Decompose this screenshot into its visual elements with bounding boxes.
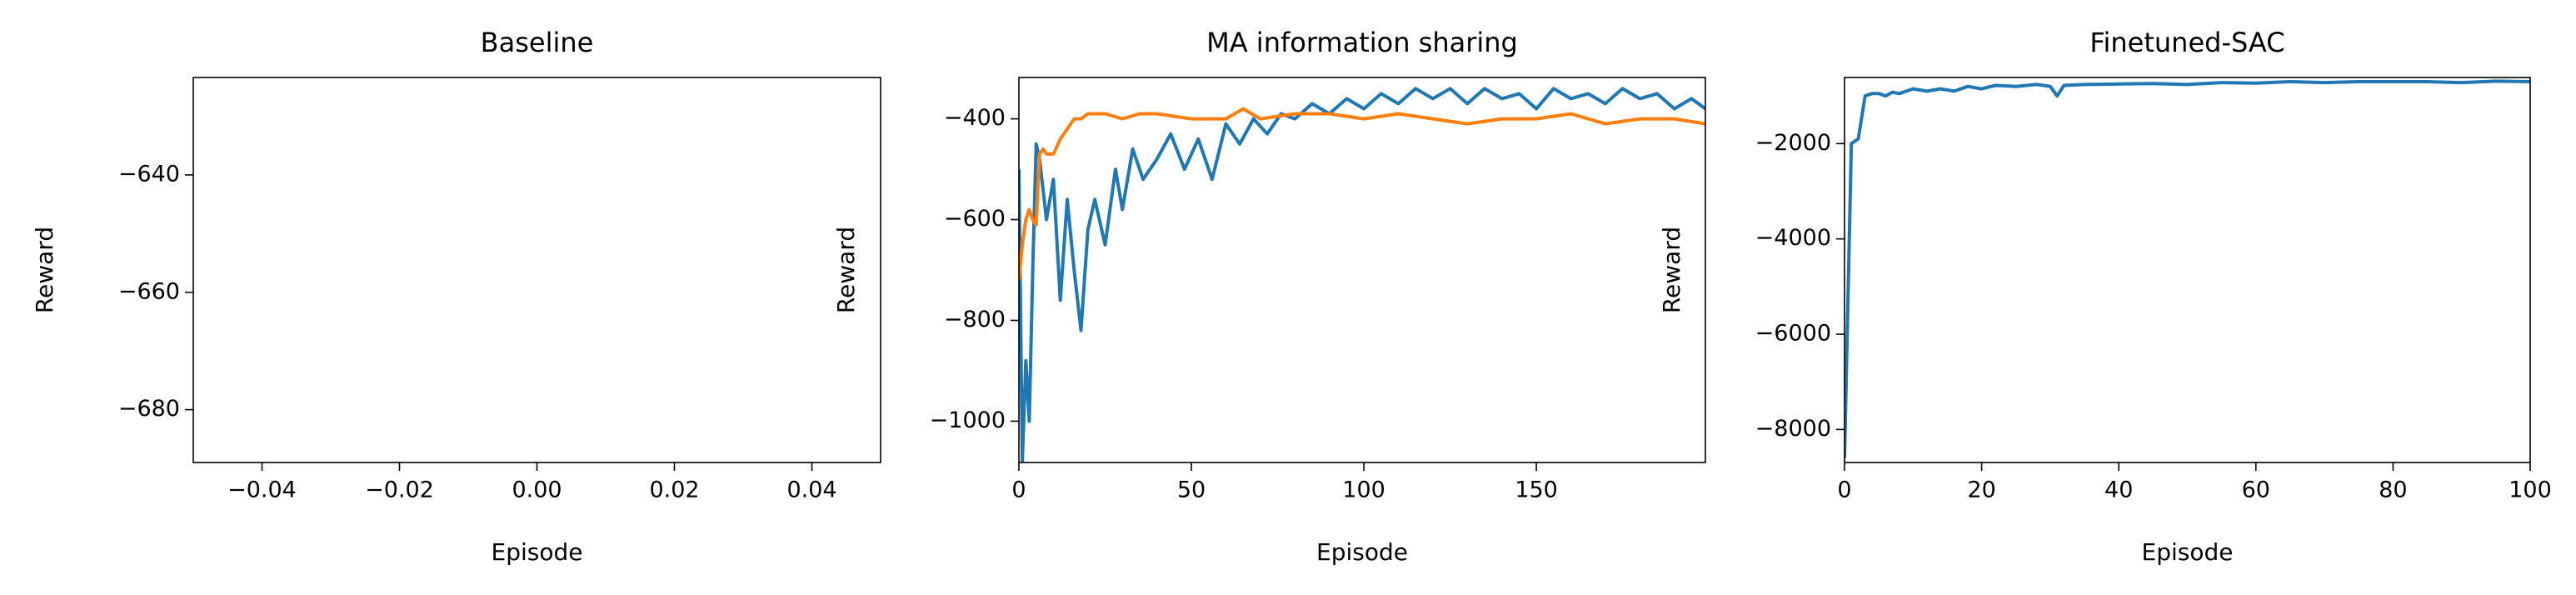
x-tick-label: 100 xyxy=(2509,478,2552,503)
x-tick-label: −0.02 xyxy=(365,478,434,503)
axes-frame xyxy=(1844,77,2531,463)
y-axis-label: Reward xyxy=(832,227,860,313)
x-tick-label: 40 xyxy=(2104,478,2133,503)
subplot-title: MA information sharing xyxy=(1206,27,1518,58)
axes-frame xyxy=(1018,77,1706,463)
y-tick-label: −800 xyxy=(944,307,1006,332)
y-axis-label: Reward xyxy=(31,227,58,313)
series-line xyxy=(1019,87,1705,462)
axes-frame xyxy=(192,77,881,463)
x-tick-label: 0 xyxy=(1837,478,1851,503)
x-tick-label: 0.00 xyxy=(512,478,562,503)
x-tick-label: 100 xyxy=(1342,478,1385,503)
x-tick-label: 0.02 xyxy=(649,478,699,503)
subplot-title: Finetuned-SAC xyxy=(2089,27,2284,58)
subplot: Finetuned-SAC Episode Reward 0 20 40 60 80 100 −2… xyxy=(1658,27,2552,566)
series-line xyxy=(1845,79,2530,458)
x-tick-label: 50 xyxy=(1177,478,1206,503)
x-axis-label: Episode xyxy=(1316,538,1408,566)
x-tick-label: −0.04 xyxy=(227,478,297,503)
y-tick-label: −600 xyxy=(944,206,1006,232)
y-tick-label: −2000 xyxy=(1755,130,1831,156)
x-tick-label: 0 xyxy=(1011,478,1026,503)
y-axis-label: Reward xyxy=(1658,227,1685,313)
y-tick-label: −6000 xyxy=(1755,321,1831,347)
subplot: Baseline Episode Reward −0.04 −0.02 0.00 0.02 0… xyxy=(31,27,881,566)
y-tick-label: −400 xyxy=(944,105,1006,131)
y-tick-label: −680 xyxy=(118,396,180,422)
y-tick-label: −1000 xyxy=(930,408,1006,433)
x-axis-label: Episode xyxy=(492,538,583,566)
x-tick-label: 150 xyxy=(1515,478,1558,503)
x-axis-label: Episode xyxy=(2142,538,2234,566)
subplot-title: Baseline xyxy=(481,27,594,58)
y-tick-label: −640 xyxy=(118,161,180,187)
subplot: MA information sharing Episode Reward 0 50 10… xyxy=(832,27,1706,566)
x-tick-label: 80 xyxy=(2379,478,2407,503)
y-tick-label: −660 xyxy=(118,278,180,304)
series-line xyxy=(1019,107,1705,281)
x-tick-label: 60 xyxy=(2242,478,2270,503)
x-tick-label: 0.04 xyxy=(786,478,836,503)
y-tick-label: −4000 xyxy=(1755,225,1831,251)
x-tick-label: 20 xyxy=(1967,478,1995,503)
y-tick-label: −8000 xyxy=(1755,416,1831,442)
